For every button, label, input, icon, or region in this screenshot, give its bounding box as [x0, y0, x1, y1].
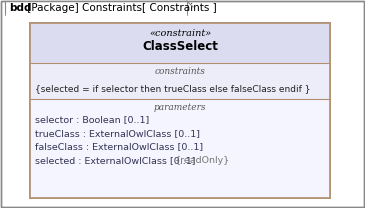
Text: falseClass : ExternalOwlClass [0..1]: falseClass : ExternalOwlClass [0..1] [35, 142, 203, 151]
Bar [5, 1, 187, 15]
Bar [30, 23, 330, 63]
Text: «constraint»: «constraint» [149, 28, 211, 37]
Bar [30, 63, 330, 99]
Text: ClassSelect: ClassSelect [142, 41, 218, 53]
Text: selected : ExternalOwlClass [0..1]: selected : ExternalOwlClass [0..1] [35, 156, 196, 165]
Text: {readOnly}: {readOnly} [174, 156, 230, 165]
Text: [Package] Constraints[ Constraints ]: [Package] Constraints[ Constraints ] [24, 3, 217, 13]
Bar [30, 23, 330, 198]
Text: trueClass : ExternalOwlClass [0..1]: trueClass : ExternalOwlClass [0..1] [35, 129, 200, 138]
Text: parameters: parameters [154, 103, 206, 111]
Bar [30, 99, 330, 198]
Text: {selected = if selector then trueClass else falseClass endif }: {selected = if selector then trueClass e… [35, 84, 311, 94]
Text: bdd: bdd [9, 3, 31, 13]
Text: selector : Boolean [0..1]: selector : Boolean [0..1] [35, 115, 149, 125]
Text: constraints: constraints [154, 67, 205, 76]
Bar [30, 23, 330, 198]
